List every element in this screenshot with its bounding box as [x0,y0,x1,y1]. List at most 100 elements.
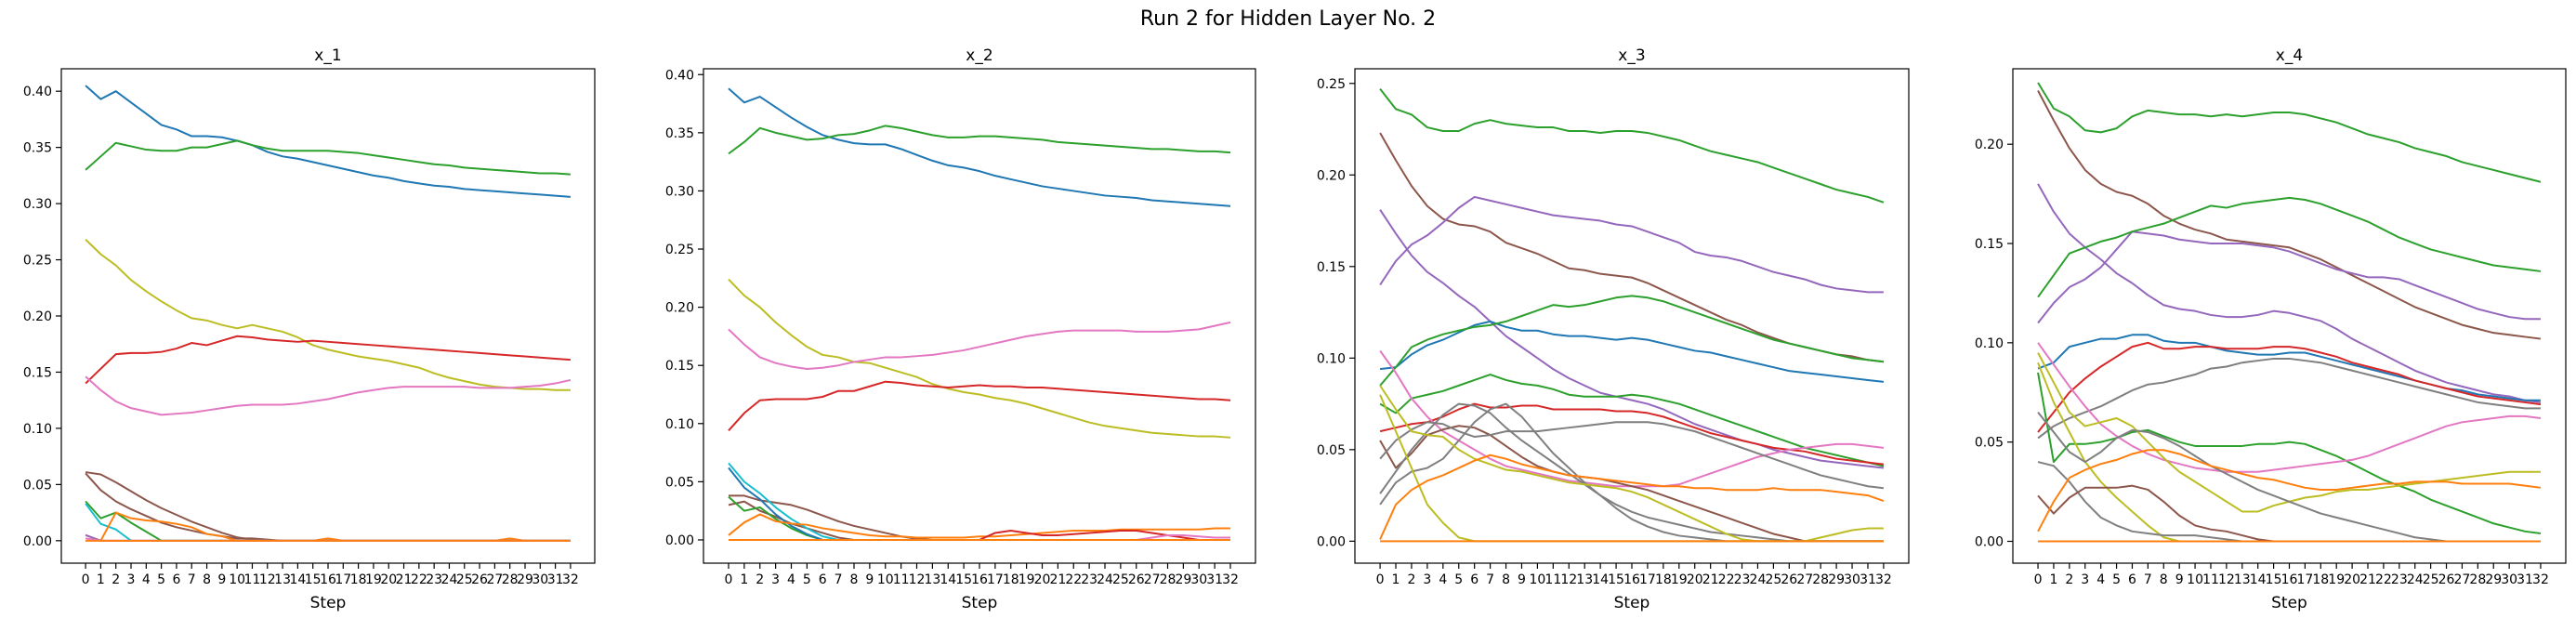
x-tick-label: 24 [1097,572,1113,587]
y-tick-label: 0.15 [665,359,694,374]
series-line-7 [2037,341,2542,433]
x-tick-label: 29 [2485,572,2502,587]
x-tick-label: 32 [562,572,579,587]
y-tick-label: 0.10 [665,417,694,432]
x-tick-label: 25 [456,572,473,587]
x-tick-label: 25 [1765,572,1781,587]
chart-panel-2: 0.000.050.100.150.200.250.300.350.400 1 2 3… [665,46,1256,612]
x-tick-label: 18 [1003,572,1019,587]
x-tick-label: 11 [244,572,261,587]
x-tick-label: 24 [1750,572,1767,587]
y-tick-label: 0.35 [665,126,694,141]
series-line-3 [728,278,1231,439]
x-tick-label: 26 [2438,572,2455,587]
x-tick-label: 3 [127,572,136,587]
series-line-2 [85,139,571,176]
series-line-5 [728,321,1231,370]
x-tick-label: 12 [259,572,276,587]
x-tick-label: 18 [2312,572,2329,587]
y-tick-label: 0.15 [23,365,52,380]
x-tick-label: 25 [2423,572,2439,587]
x-tick-label: 0 [1376,572,1385,587]
series-line-10 [1379,425,1884,543]
x-tick-label: 17 [2296,572,2313,587]
x-tick-label: 26 [1128,572,1145,587]
x-tick-label: 32 [1875,572,1892,587]
y-tick-label: 0.00 [23,534,52,549]
y-tick-label: 0.30 [23,197,52,212]
x-tick-label: 17 [1639,572,1656,587]
figure-title: Run 2 for Hidden Layer No. 2 [1140,7,1436,31]
x-tick-label: 16 [2281,572,2298,587]
x-tick-label: 15 [1608,572,1624,587]
y-tick-label: 0.05 [23,478,52,493]
x-tick-label: 31 [1860,572,1876,587]
series-line-1 [85,85,571,198]
x-tick-label: 0 [2034,572,2043,587]
x-tick-label: 13 [924,572,940,587]
x-tick-label: 27 [1144,572,1161,587]
y-tick-label: 0.20 [1317,168,1346,183]
x-tick-label: 15 [2266,572,2282,587]
y-tick-label: 0.15 [1975,237,2004,252]
x-tick-label: 10 [2187,572,2203,587]
x-tick-label: 9 [2175,572,2184,587]
y-tick-label: 0.25 [665,243,694,257]
chart-panel-4: 0.000.050.100.150.200 1 2 3 4 5 6 7 8 9 10 11 12 13 14… [1975,46,2567,612]
x-tick-label: 7 [188,572,196,587]
x-tick-label: 9 [865,572,874,587]
x-tick-label: 19 [1019,572,1035,587]
y-tick-label: 0.20 [23,309,52,324]
y-tick-label: 0.40 [23,85,52,99]
chart-title: x_4 [2276,46,2303,65]
x-tick-label: 8 [2160,572,2168,587]
y-tick-label: 0.15 [1317,260,1346,275]
x-tick-label: 21 [396,572,413,587]
x-tick-label: 20 [380,572,397,587]
x-tick-label: 8 [850,572,859,587]
x-tick-label: 16 [320,572,336,587]
series-line-5 [85,375,572,416]
x-tick-label: 28 [1812,572,1829,587]
x-tick-label: 19 [1671,572,1688,587]
x-tick-label: 29 [1828,572,1845,587]
x-tick-label: 5 [2112,572,2121,587]
x-tick-label: 22 [1718,572,1735,587]
x-tick-label: 22 [2375,572,2392,587]
x-tick-label: 28 [1160,572,1176,587]
x-axis-label: Step [962,594,998,612]
chart-title: x_3 [1618,46,1645,65]
x-tick-label: 26 [1781,572,1797,587]
x-tick-label: 2 [1407,572,1415,587]
x-tick-label: 1 [2049,572,2057,587]
x-tick-label: 32 [1222,572,1239,587]
x-tick-label: 27 [2454,572,2471,587]
y-tick-label: 0.00 [1317,534,1346,549]
series-line-4 [1379,195,1884,294]
x-tick-label: 20 [1687,572,1703,587]
x-tick-label: 16 [1623,572,1640,587]
x-tick-label: 4 [142,572,151,587]
series-line-3 [85,239,571,391]
x-tick-label: 5 [157,572,165,587]
x-tick-label: 21 [1702,572,1719,587]
x-tick-label: 7 [835,572,843,587]
x-tick-label: 14 [940,572,956,587]
x-tick-label: 13 [274,572,291,587]
x-tick-label: 28 [502,572,519,587]
x-tick-label: 21 [2359,572,2376,587]
series-line-6 [2037,334,2541,401]
x-tick-label: 23 [426,572,442,587]
x-tick-label: 23 [2391,572,2408,587]
x-tick-label: 4 [2096,572,2105,587]
chart-title: x_1 [314,46,341,65]
x-tick-label: 11 [2202,572,2219,587]
x-tick-label: 14 [289,572,306,587]
series-line-8 [2037,357,2541,440]
x-tick-label: 25 [1112,572,1129,587]
x-axis-label: Step [310,594,347,612]
series-line-1 [728,87,1231,207]
y-tick-label: 0.00 [1975,534,2004,549]
